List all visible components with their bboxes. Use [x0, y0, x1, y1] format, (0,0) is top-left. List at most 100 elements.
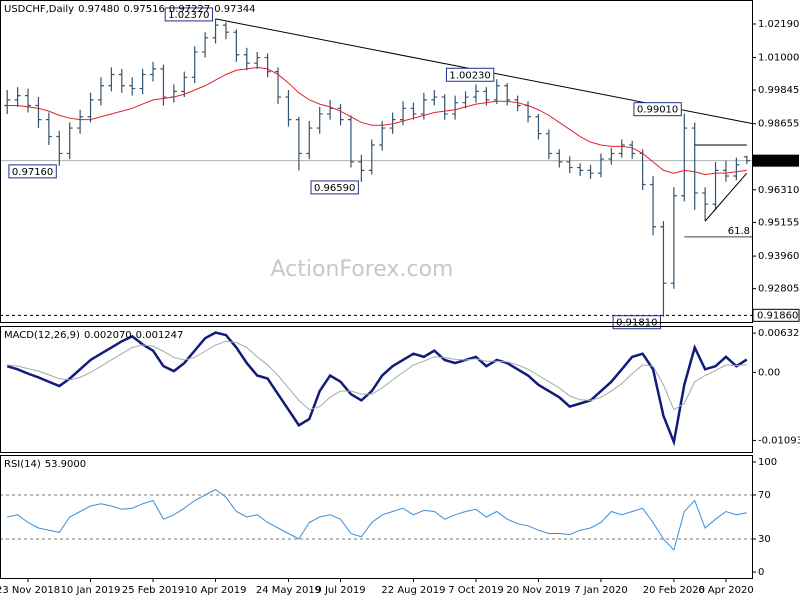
ohlc-bar: [108, 67, 115, 92]
y-tick-label: 0.98655: [758, 119, 799, 130]
watermark: ActionForex.com: [271, 257, 454, 282]
ohlc-bar: [493, 79, 500, 105]
ohlc-bar: [347, 115, 354, 168]
panel-border: [0, 0, 753, 323]
support-label: 0.91860: [757, 310, 798, 321]
x-tick-label: 20 Feb 2020: [643, 585, 705, 596]
ohlc-bar: [14, 87, 21, 107]
ohlc-bar: [358, 154, 365, 182]
x-tick-label: 7 Oct 2019: [448, 585, 503, 596]
ohlc-bar: [410, 102, 417, 120]
ohlc-bar: [545, 129, 552, 160]
ohlc-bar: [556, 149, 563, 168]
header: USDCHF,Daily 0.97480 0.97516 0.97227 0.97344: [4, 4, 256, 15]
ohlc-bar: [316, 106, 323, 134]
panel-title: MACD(12,26,9): [4, 330, 80, 341]
signal-line: [7, 340, 747, 411]
annotation-box: [164, 7, 214, 22]
ohlc-bar: [275, 67, 282, 105]
ohlc-bar: [254, 51, 261, 69]
ohlc-bar: [670, 187, 677, 289]
ohlc-bar: [722, 160, 729, 182]
header-value: 0.97480: [78, 4, 119, 15]
ohlc-bar: [150, 61, 157, 82]
ohlc-bar: [577, 163, 584, 177]
price-annotation: 0.97160: [12, 167, 53, 178]
header-value: 0.97227: [169, 4, 210, 15]
y-tick-label: 0.96310: [758, 185, 799, 196]
y-tick-label: 1.02190: [758, 19, 799, 30]
y-tick-label: 0.92805: [758, 284, 799, 295]
ohlc-bar: [87, 92, 94, 123]
ohlc-bar: [4, 89, 11, 114]
price-annotation: 0.91810: [616, 318, 657, 329]
x-tick-label: 7 Jan 2020: [574, 585, 628, 596]
y-tick-label: 1.01000: [758, 53, 799, 64]
price-annotation: 0.96590: [314, 183, 355, 194]
macd-line: [6, 331, 748, 447]
y-tick-label: 0.006321: [758, 328, 800, 339]
last-price-box: [753, 154, 799, 167]
ohlc-bar: [295, 116, 302, 171]
annotation-box: [445, 67, 495, 82]
annotation-box: [633, 102, 682, 117]
x-tick-label: 10 Apr 2019: [185, 585, 247, 596]
panel-header: RSI(14) 53.9000: [4, 459, 86, 470]
annotation-box: [310, 180, 359, 195]
y-tick-label: 0.99845: [758, 85, 799, 96]
ohlc-bar: [306, 121, 313, 160]
y-tick-label: 70: [758, 490, 771, 501]
last-price-label: 0.97344: [757, 156, 798, 167]
ohlc-bar: [431, 89, 438, 106]
ohlc-bar: [77, 109, 84, 134]
ohlc-bar: [452, 95, 459, 120]
ohlc-bar: [35, 97, 42, 129]
ohlc-bar: [608, 147, 615, 165]
ohlc-bar: [629, 140, 636, 160]
triangle-bottom: [704, 172, 748, 222]
y-tick-label: 0.95155: [758, 217, 799, 228]
panel-border: [0, 455, 753, 579]
panel-header-value: 0.001247: [136, 330, 184, 341]
ohlc-bar: [618, 139, 625, 158]
panel-border: [0, 326, 753, 453]
panel-title: RSI(14): [4, 459, 41, 470]
panel-header-value: 53.9000: [45, 459, 86, 470]
ohlc-bar: [535, 113, 542, 140]
ohlc-bar: [285, 89, 292, 127]
x-tick-label: 22 Aug 2019: [381, 585, 445, 596]
ohlc-bar: [733, 157, 740, 181]
price-annotation: 1.00230: [449, 70, 490, 81]
x-tick-label: 6 Apr 2020: [698, 585, 753, 596]
panel-header: MACD(12,26,9) 0.002070 0.001247: [4, 330, 183, 341]
ohlc-bar: [202, 32, 209, 58]
ohlc-bar: [389, 112, 396, 134]
y-tick-label: -0.010939: [758, 435, 800, 446]
x-tick-label: 9 Jul 2019: [315, 585, 365, 596]
ohlc-bar: [139, 68, 146, 95]
ohlc-bar: [129, 77, 136, 96]
panel-header-value: 0.002070: [84, 330, 132, 341]
y-tick-label: 0.00: [758, 367, 780, 378]
ohlc-bar: [337, 104, 344, 126]
ohlc-bar: [743, 155, 750, 164]
y-tick-label: 100: [758, 457, 777, 468]
ohlc-bar: [118, 68, 125, 93]
price-bars: [4, 18, 750, 317]
y-tick-label: 0.93960: [758, 251, 799, 262]
ohlc-bar: [212, 18, 219, 44]
ohlc-bar: [660, 221, 667, 317]
ohlc-bar: [25, 88, 32, 113]
ohlc-bar: [97, 77, 104, 106]
annotation-box: [8, 164, 57, 179]
x-tick-label: 25 Feb 2019: [122, 585, 184, 596]
ohlc-bar: [462, 91, 469, 109]
ohlc-bar: [191, 46, 198, 83]
ohlc-bar: [243, 47, 250, 71]
ohlc-bar: [441, 94, 448, 120]
ohlc-bar: [702, 187, 709, 222]
ohlc-bar: [597, 153, 604, 178]
indicator-line: [7, 488, 747, 551]
